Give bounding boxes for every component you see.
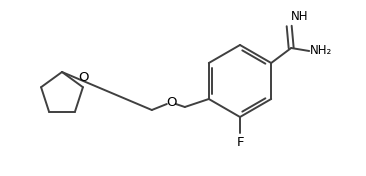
- Text: O: O: [167, 96, 177, 109]
- Text: F: F: [236, 136, 244, 149]
- Text: O: O: [79, 71, 89, 84]
- Text: NH: NH: [291, 10, 309, 23]
- Text: NH₂: NH₂: [310, 45, 332, 58]
